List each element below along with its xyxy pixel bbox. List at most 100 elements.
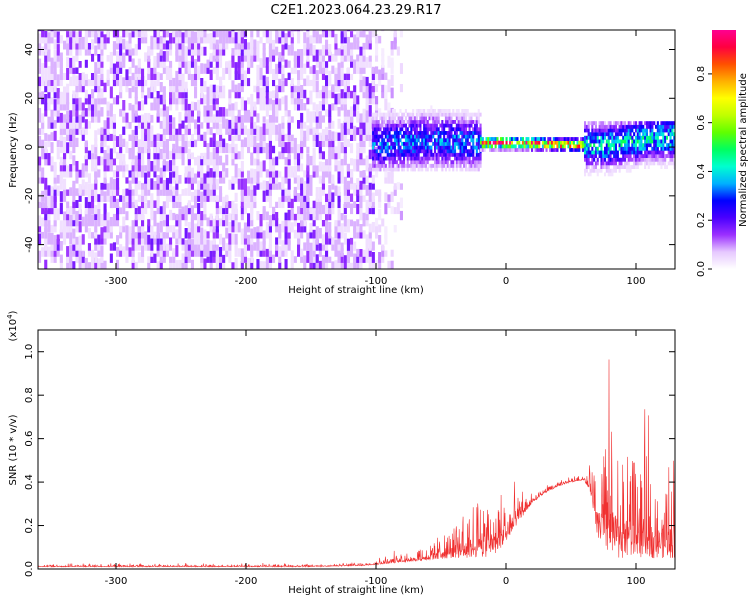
spectrogram-cell (243, 178, 247, 190)
spectrogram-cell (368, 30, 372, 32)
spectrogram-cell (325, 166, 329, 178)
spectrogram-cell (184, 36, 188, 44)
spectrogram-cell (388, 138, 391, 143)
spectrogram-cell (262, 190, 266, 202)
spectrogram-cell (375, 84, 379, 93)
spectrogram-cell (417, 145, 420, 150)
spectrogram-cell (315, 107, 319, 117)
spectrogram-cell (529, 144, 532, 149)
spectrogram-cell (426, 152, 429, 157)
spectrogram-cell (343, 156, 347, 166)
spectrogram-cell (91, 195, 95, 202)
spectrogram-cell (250, 189, 254, 196)
spectrogram-cell (284, 235, 288, 245)
spectrogram-cell (604, 121, 607, 126)
spectrogram-cell (371, 222, 375, 233)
spectrogram-cell (300, 252, 304, 263)
spectrogram-cell (660, 121, 663, 126)
spectrogram-cell (153, 231, 157, 239)
spectrogram-cell (609, 150, 612, 155)
spectrogram-cell (468, 167, 471, 172)
spectrogram-cell (150, 137, 154, 148)
spectrogram-cell (206, 155, 210, 166)
spectrogram-cell (53, 99, 57, 111)
spectrogram-cell (561, 144, 564, 149)
spectrogram-cell (441, 141, 444, 146)
spectrogram-cell (59, 220, 63, 233)
spectrogram-cell (340, 30, 344, 32)
spectrogram-cell (41, 30, 45, 32)
spectrogram-cell (627, 154, 630, 158)
spectrogram-cell (134, 43, 138, 56)
spectrogram-cell (165, 115, 169, 123)
spectrogram-cell (665, 121, 668, 126)
spectrogram-cell (116, 206, 120, 215)
spectrogram-cell (137, 30, 141, 38)
spectrogram-cell (350, 42, 354, 50)
spectrogram-cell (281, 30, 285, 38)
spectrogram-cell (197, 180, 201, 190)
spectrogram-cell (91, 214, 95, 227)
spectrogram-cell (178, 85, 182, 93)
spectrogram-cell (631, 165, 634, 169)
spectrogram-cell (190, 111, 194, 123)
spectrogram-cell (178, 36, 182, 44)
spectrogram-cell (633, 121, 636, 126)
spectrogram-cell (474, 112, 477, 117)
spectrogram-cell (638, 154, 641, 158)
spectrogram-cell (165, 139, 169, 147)
spectrogram-cell (655, 143, 658, 148)
spectrogram-cell (375, 259, 379, 269)
spectrogram-cell (156, 147, 160, 160)
spectrogram-cell (430, 163, 433, 168)
spectrogram-cell (159, 134, 163, 141)
spectrogram-cell (614, 121, 617, 126)
spectrogram-cell (434, 131, 437, 135)
spectrogram-cell (353, 186, 357, 196)
spectrogram-cell (656, 135, 659, 140)
spectrogram-cell (430, 123, 433, 128)
spectrogram-cell (100, 235, 104, 245)
colorbar-tick-label: 0.6 (696, 115, 707, 131)
spectrogram-cell (474, 127, 477, 132)
spectrogram-cell (381, 120, 384, 124)
spectrogram-cell (461, 123, 464, 128)
spectrogram-cell (197, 46, 201, 56)
spectrogram-cell (222, 112, 226, 123)
spectrogram-cell (200, 235, 204, 245)
spectrogram-cell (56, 97, 60, 105)
spectrogram-cell (215, 91, 219, 99)
spectrogram-cell (175, 138, 179, 148)
spectrogram-cell (53, 235, 57, 245)
spectrogram-cell (373, 112, 376, 117)
spectrogram-cell (97, 42, 101, 50)
spectrogram-cell (206, 164, 210, 172)
spectrogram-cell (100, 97, 104, 105)
spectrogram-cell (116, 151, 120, 160)
spectrogram-cell (343, 54, 347, 62)
spectrogram-cell (53, 72, 57, 80)
spectrogram-cell (253, 174, 257, 184)
spectrogram-cell (240, 115, 244, 123)
spectrogram-cell (172, 123, 176, 135)
spectrogram-cell (321, 166, 325, 178)
spectrogram-cell (247, 257, 251, 269)
spectrogram-cell (321, 115, 325, 123)
spectrogram-cell (222, 237, 226, 245)
spectrogram-cell (667, 146, 670, 151)
spectrogram-cell (638, 135, 641, 140)
spectrogram-cell (78, 30, 82, 38)
spectrogram-cell (656, 139, 659, 144)
spectrogram-cell (72, 244, 76, 251)
spectrogram-cell (350, 247, 354, 257)
spectrogram-cell (653, 154, 656, 158)
spectrogram-cell (156, 52, 160, 62)
spectrogram-cell (464, 145, 467, 150)
spectrogram-cell (128, 66, 132, 74)
spectrogram-cell (644, 132, 647, 137)
spectrogram-cell (618, 157, 621, 162)
spectrogram-cell (215, 157, 219, 166)
spectrogram-cell (455, 160, 458, 165)
spectrogram-cell (395, 138, 398, 143)
